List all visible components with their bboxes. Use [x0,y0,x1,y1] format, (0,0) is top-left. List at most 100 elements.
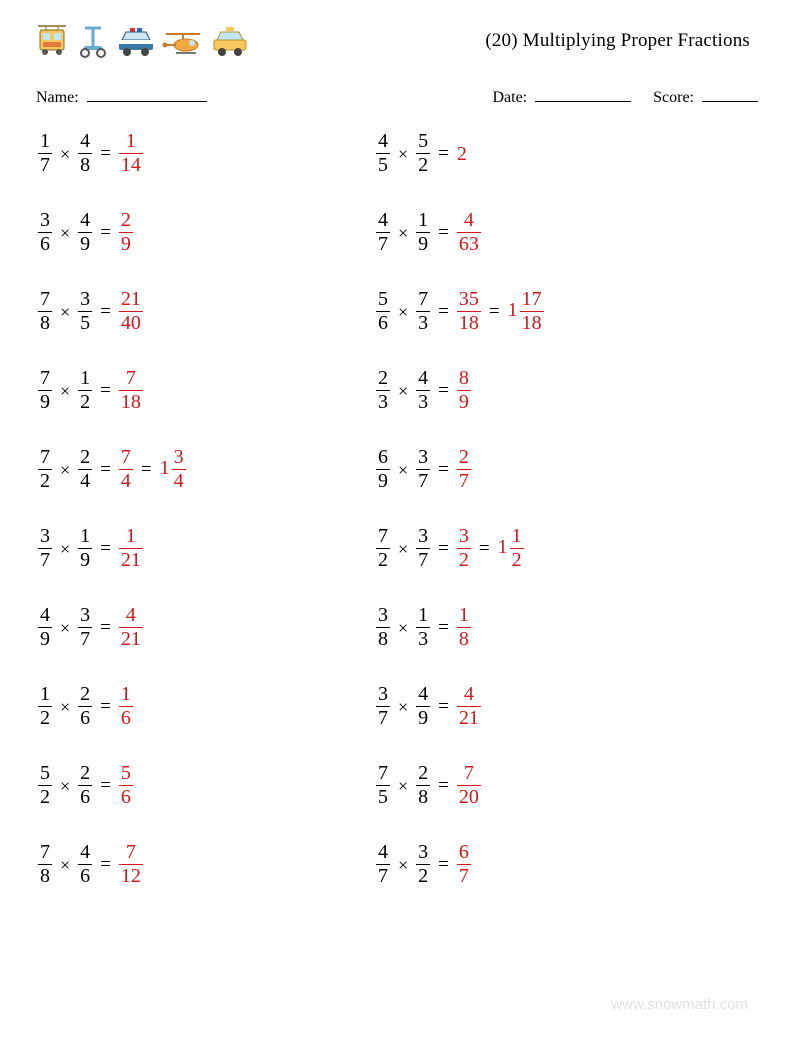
denominator: 7 [416,471,430,492]
numerator: 3 [457,526,471,547]
denominator: 3 [416,313,430,334]
denominator: 2 [78,392,92,413]
numerator: 17 [520,289,544,310]
worksheet-page: (20) Multiplying Proper Fractions Name: … [0,0,794,1053]
answer-whole: 2 [457,143,467,165]
numerator: 4 [78,842,92,863]
equals-operator: = [479,539,490,558]
times-operator: × [60,382,70,400]
answer: 32 [457,526,471,571]
numerator: 1 [78,526,92,547]
numerator: 7 [376,526,390,547]
name-label: Name: [36,89,79,106]
equals-operator: = [438,223,449,242]
answer: 463 [457,210,481,255]
equals-operator: = [100,618,111,637]
numerator: 3 [78,605,92,626]
times-operator: × [398,303,408,321]
fraction: 79 [38,368,52,413]
numerator: 4 [78,210,92,231]
denominator: 6 [78,787,92,808]
fraction: 47 [376,842,390,887]
denominator: 8 [38,866,52,887]
fraction: 43 [416,368,430,413]
answer: 2 [457,144,467,164]
numerator: 1 [416,605,430,626]
equals-operator: = [100,697,111,716]
numerator: 35 [457,289,481,310]
numerator: 6 [457,842,471,863]
denominator: 21 [457,708,481,729]
name-blank[interactable] [87,88,207,102]
denominator: 5 [78,313,92,334]
numerator: 4 [78,131,92,152]
taxi-icon [210,24,250,63]
numerator: 1 [457,605,471,626]
worksheet-title: (20) Multiplying Proper Fractions [485,30,760,52]
denominator: 2 [38,787,52,808]
numerator: 5 [38,763,52,784]
answer: 67 [457,842,471,887]
denominator: 2 [38,708,52,729]
numerator: 3 [376,605,390,626]
fraction: 32 [457,526,471,571]
equals-operator: = [438,539,449,558]
denominator: 8 [457,629,471,650]
times-operator: × [398,224,408,242]
equals-operator: = [438,618,449,637]
equals-operator: = [100,144,111,163]
times-operator: × [398,382,408,400]
denominator: 5 [376,155,390,176]
fraction: 3518 [457,289,481,334]
answer: 89 [457,368,471,413]
header: (20) Multiplying Proper Fractions [34,12,760,70]
fraction: 26 [78,684,92,729]
denominator: 7 [457,471,471,492]
date-blank[interactable] [535,88,631,102]
times-operator: × [60,224,70,242]
score-blank[interactable] [702,88,758,102]
fraction: 12 [78,368,92,413]
equals-operator: = [100,776,111,795]
fraction: 48 [78,131,92,176]
problem: 78×46=712 [38,842,358,887]
problem: 49×37=421 [38,605,358,650]
times-operator: × [398,540,408,558]
numerator: 8 [457,368,471,389]
fraction: 49 [416,684,430,729]
answer: 56 [119,763,133,808]
problem: 12×26=16 [38,684,358,729]
denominator: 7 [376,866,390,887]
problems-grid: 17×48=11445×52=236×49=2947×19=46378×35=2… [34,131,760,887]
police-car-icon [116,24,156,63]
denominator: 6 [78,866,92,887]
equals-operator: = [438,855,449,874]
fraction: 89 [457,368,471,413]
denominator: 14 [119,155,143,176]
problem: 69×37=27 [376,447,760,492]
equals-operator: = [100,855,111,874]
denominator: 20 [457,787,481,808]
answer: 421 [119,605,143,650]
denominator: 2 [38,471,52,492]
times-operator: × [60,777,70,795]
meta-row: Name: Date: Score: [34,88,760,107]
fraction: 35 [78,289,92,334]
fraction: 56 [119,763,133,808]
equals-operator: = [100,223,111,242]
answer: 2140 [119,289,143,334]
fraction: 37 [78,605,92,650]
numerator: 4 [376,842,390,863]
numerator: 2 [376,368,390,389]
answer: 29 [119,210,133,255]
answer: 114 [119,131,143,176]
fraction: 16 [119,684,133,729]
times-operator: × [60,540,70,558]
numerator: 4 [462,210,476,231]
denominator: 6 [78,708,92,729]
times-operator: × [398,619,408,637]
denominator: 8 [38,313,52,334]
fraction: 12 [38,684,52,729]
numerator: 3 [416,447,430,468]
denominator: 9 [78,234,92,255]
